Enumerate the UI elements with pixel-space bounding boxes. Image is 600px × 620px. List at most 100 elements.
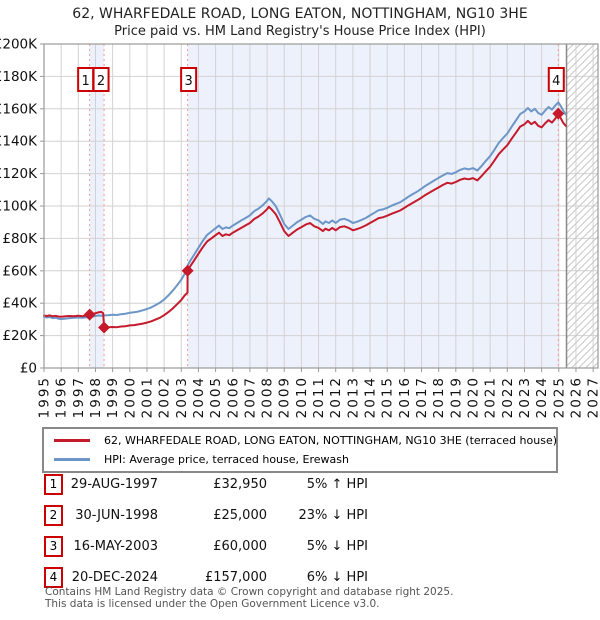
hatch-line [566, 103, 599, 136]
footer-line-2: This data is licensed under the Open Gov… [45, 597, 380, 610]
hatch-line [566, 173, 599, 206]
hatch-line [566, 285, 599, 318]
x-tick-label: 2009 [277, 376, 293, 418]
chart-title: 62, WHARFEDALE ROAD, LONG EATON, NOTTING… [72, 6, 528, 22]
x-tick-label: 1995 [37, 376, 53, 418]
hatch-line [566, 215, 599, 248]
hatch-line [566, 236, 599, 269]
x-tick-label: 1997 [71, 376, 87, 418]
hatch-line [566, 117, 599, 150]
x-tick-label: 2008 [260, 376, 276, 418]
sale-hpi-delta: 5% ↑ HPI [306, 477, 368, 492]
sale-number-badge: 1 [44, 474, 63, 495]
price-history-chart: 12 3 4 £0 £20K £40K £60K £80K £100K £120K £140K £16… [0, 38, 600, 418]
x-tick-label: 2026 [569, 376, 585, 418]
x-tick-label: 2010 [294, 376, 310, 418]
hatch-line [566, 110, 599, 143]
x-tick-label: 2016 [397, 376, 413, 418]
x-tick-label: 2017 [414, 376, 430, 418]
sale-price: £157,000 [204, 570, 267, 585]
sale-number-badge: 3 [44, 536, 63, 557]
legend-item-hpi: HPI: Average price, terraced house, Erew… [44, 450, 556, 469]
sale-hpi-delta: 6% ↓ HPI [306, 570, 368, 585]
hatch-line [566, 292, 599, 325]
hatch-line [585, 355, 599, 369]
x-tick-label: 2004 [191, 376, 207, 418]
price-paid-line [43, 112, 567, 329]
hatch-line [566, 138, 599, 171]
legend-label-price-paid: 62, WHARFEDALE ROAD, LONG EATON, NOTTING… [104, 434, 558, 447]
x-tick-label: 2000 [122, 376, 138, 418]
y-tick-label: £20K [2, 328, 38, 344]
hatch-line [566, 320, 599, 353]
chart-subtitle: Price paid vs. HM Land Registry's House … [114, 24, 486, 39]
x-tick-label: 2014 [363, 376, 379, 418]
sale-marker-box [180, 67, 198, 92]
y-tick-label: £40K [2, 296, 38, 312]
hatch-line [566, 313, 599, 346]
license-footer: Contains HM Land Registry data © Crown c… [45, 586, 454, 610]
sale-marker-number: 1 [82, 74, 90, 89]
hatch-line [566, 306, 599, 339]
x-tick-label: 2018 [431, 376, 447, 418]
y-tick-label: £180K [0, 69, 38, 85]
hpi-line-swatch [54, 458, 90, 461]
hatch-line [566, 180, 599, 213]
x-tick-label: 2024 [534, 376, 550, 418]
x-tick-label: 2013 [345, 376, 361, 418]
y-tick-label: £100K [0, 199, 38, 215]
sale-number-badge: 2 [44, 505, 63, 526]
x-tick-label: 2003 [174, 376, 190, 418]
x-tick-label: 2023 [517, 376, 533, 418]
sale-hpi-delta: 23% ↓ HPI [298, 508, 368, 523]
hatch-line [566, 96, 599, 129]
x-tick-label: 2025 [551, 376, 567, 418]
x-tick-label: 1996 [54, 376, 70, 418]
y-tick-label: £200K [0, 38, 38, 53]
hatch-line [578, 348, 599, 369]
sale-marker-diamond [181, 264, 194, 277]
y-tick-label: £0 [20, 361, 37, 377]
hatch-line [566, 187, 599, 220]
hatch-line [566, 145, 599, 178]
sale-marker-diamond [98, 321, 111, 334]
hatch-line [566, 89, 599, 122]
sale-price: £60,000 [213, 539, 267, 554]
sale-date: 16-MAY-2003 [73, 539, 158, 554]
hatch-line [592, 362, 599, 369]
x-tick-label: 2022 [500, 376, 516, 418]
sale-marker-diamond [83, 308, 96, 321]
x-tick-label: 1998 [88, 376, 104, 418]
y-tick-label: £160K [0, 101, 38, 117]
x-tick-label: 2015 [380, 376, 396, 418]
hatch-line [566, 43, 595, 73]
x-tick-label: 2019 [448, 376, 464, 418]
hatch-line [566, 334, 599, 367]
y-tick-label: £140K [0, 134, 38, 150]
hatch-line [566, 222, 599, 255]
x-tick-label: 2001 [140, 376, 156, 418]
hatch-line [566, 43, 574, 52]
sale-hpi-delta: 5% ↓ HPI [306, 539, 368, 554]
hatch-line [566, 82, 599, 115]
hatch-line [566, 278, 599, 311]
sale-price: £32,950 [213, 477, 267, 492]
hatch-line [566, 327, 599, 360]
hatch-line [566, 61, 599, 94]
hatch-line [566, 47, 599, 80]
hatch-line [566, 257, 599, 290]
hatch-line [566, 124, 599, 157]
hatch-line [566, 243, 599, 276]
hatch-line [566, 43, 588, 66]
hatch-line [566, 208, 599, 241]
footer-line-1: Contains HM Land Registry data © Crown c… [45, 586, 454, 598]
y-tick-label: £120K [0, 166, 38, 182]
hatch-line [566, 166, 599, 199]
hpi-line [43, 101, 567, 321]
hatch-line [566, 75, 599, 108]
sale-marker-diamond [552, 107, 565, 120]
sale-marker-box [547, 67, 565, 92]
sale-marker-number: 2 [97, 74, 105, 89]
sale-row-2: 2 30-JUN-1998 £25,000 23% ↓ HPI [0, 505, 600, 526]
sale-marker-number: 4 [552, 74, 560, 89]
